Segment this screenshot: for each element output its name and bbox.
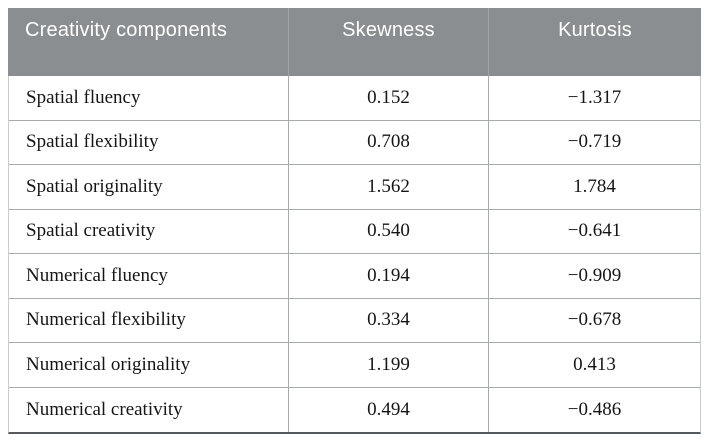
kurtosis-value: 1.784 — [488, 165, 700, 209]
column-header-skewness: Skewness — [288, 8, 488, 76]
table-row: Spatial fluency 0.152 −1.317 — [9, 76, 700, 121]
kurtosis-value: −0.678 — [488, 298, 700, 342]
skewness-value: 1.199 — [288, 343, 488, 387]
kurtosis-value: −1.317 — [488, 76, 700, 120]
kurtosis-value: −0.641 — [488, 209, 700, 253]
row-label: Numerical fluency — [26, 264, 168, 286]
skewness-value: 0.708 — [288, 120, 488, 164]
table-row: Numerical originality 1.199 0.413 — [9, 343, 700, 388]
row-label: Spatial originality — [26, 175, 163, 197]
table-row: Spatial creativity 0.540 −0.641 — [9, 209, 700, 254]
table-row: Spatial flexibility 0.708 −0.719 — [9, 120, 700, 165]
table-row: Numerical creativity 0.494 −0.486 — [9, 387, 700, 432]
kurtosis-value: −0.486 — [488, 387, 700, 432]
skewness-value: 0.540 — [288, 209, 488, 253]
row-label: Numerical flexibility — [26, 309, 186, 331]
row-label: Spatial creativity — [26, 220, 156, 242]
kurtosis-value: −0.909 — [488, 254, 700, 298]
skewness-value: 0.334 — [288, 298, 488, 342]
table-row: Numerical fluency 0.194 −0.909 — [9, 254, 700, 299]
skewness-value: 1.562 — [288, 165, 488, 209]
row-label: Numerical originality — [26, 353, 191, 375]
skewness-value: 0.494 — [288, 387, 488, 432]
row-label: Spatial flexibility — [26, 131, 159, 153]
column-header-creativity-components: Creativity components — [25, 19, 228, 41]
table-row: Spatial originality 1.562 1.784 — [9, 165, 700, 210]
column-header-kurtosis: Kurtosis — [488, 8, 701, 76]
table-body: Spatial fluency 0.152 −1.317 Spatial fle… — [8, 76, 701, 434]
skewness-value: 0.194 — [288, 254, 488, 298]
kurtosis-value: 0.413 — [488, 343, 700, 387]
table-row: Numerical flexibility 0.334 −0.678 — [9, 298, 700, 343]
skewness-value: 0.152 — [288, 76, 488, 120]
row-label: Spatial fluency — [26, 86, 141, 108]
kurtosis-value: −0.719 — [488, 120, 700, 164]
statistics-table: Creativity components Skewness Kurtosis … — [8, 8, 701, 434]
table-header-row: Creativity components Skewness Kurtosis — [8, 8, 701, 76]
row-label: Numerical creativity — [26, 398, 183, 420]
